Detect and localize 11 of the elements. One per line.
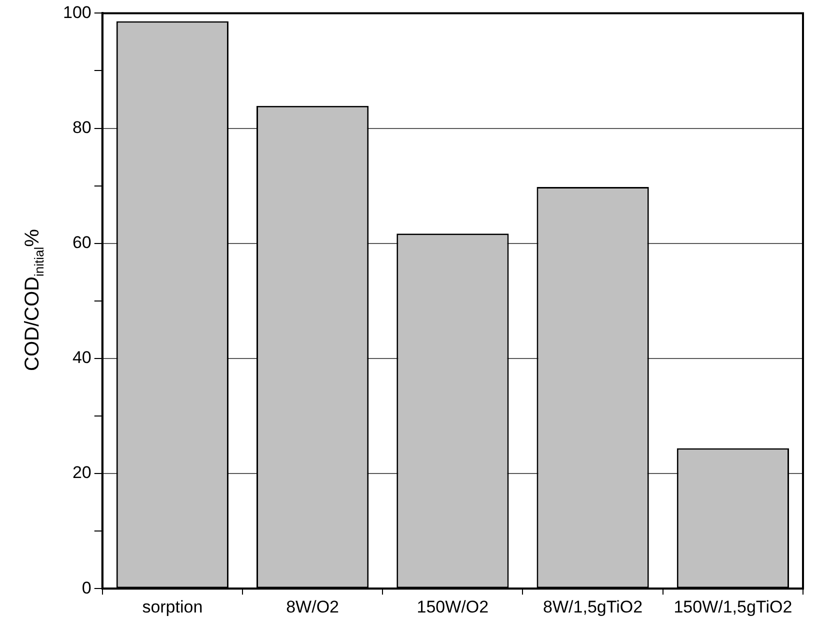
y-tick-label: 0 [82,578,92,598]
y-tick-label: 40 [72,348,92,368]
x-tick-label: sorption [142,597,203,616]
y-tick-label: 80 [72,118,92,137]
x-tick-label: 8W/O2 [286,597,340,616]
y-tick-label: 100 [62,2,92,22]
y-tick-label: 20 [72,463,92,482]
x-tick-label: 150W/O2 [416,597,489,616]
y-tick-label: 60 [72,233,92,252]
x-tick-label: 150W/1,5gTiO2 [674,597,792,616]
x-tick-label: 8W/1,5gTiO2 [543,597,643,616]
